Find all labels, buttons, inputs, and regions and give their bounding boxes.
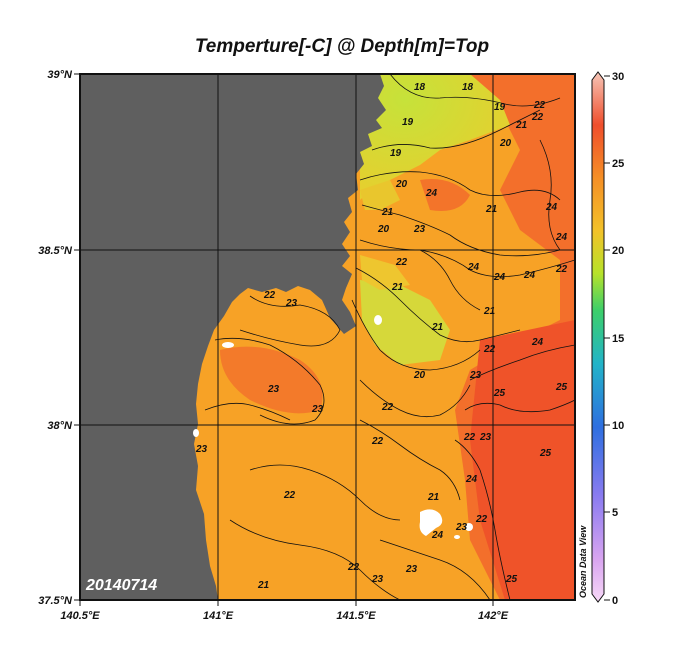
lat-tick-label: 37.5°N xyxy=(38,595,73,607)
isotherm-label: 20 xyxy=(499,138,512,149)
isotherm-label: 22 xyxy=(283,490,296,501)
warm-eddy xyxy=(220,346,323,414)
colorbar-ticks xyxy=(604,75,610,601)
tick-marks xyxy=(74,73,494,606)
lon-tick-label: 141°E xyxy=(203,610,234,622)
isotherm-label: 25 xyxy=(505,574,518,585)
cold-region-north-2 xyxy=(360,180,400,210)
isotherm-label: 24 xyxy=(465,474,478,485)
isotherm-label: 22 xyxy=(533,100,546,111)
isotherm-label: 22 xyxy=(347,562,360,573)
isotherm-label: 22 xyxy=(475,514,488,525)
isotherm-label: 23 xyxy=(469,370,482,381)
land xyxy=(80,74,386,600)
isotherm-label: 21 xyxy=(257,580,270,591)
isotherm-label: 24 xyxy=(523,270,536,281)
isotherm-label: 23 xyxy=(455,522,468,533)
colorbar: 30 25 20 15 10 5 0 xyxy=(591,71,624,607)
isotherm-label: 23 xyxy=(285,298,298,309)
isotherm-label: 25 xyxy=(555,382,568,393)
lon-tick-label: 141.5°E xyxy=(336,610,376,622)
date-label: 20140714 xyxy=(85,577,157,594)
ocean-data-view-watermark: Ocean Data View xyxy=(578,525,588,598)
isotherm-label: 20 xyxy=(395,179,408,190)
island xyxy=(374,315,382,325)
map-plot: 18 18 19 19 19 20 20 20 21 21 21 21 21 2… xyxy=(80,74,575,600)
isotherm-label: 19 xyxy=(494,102,506,113)
isotherm-label: 22 xyxy=(263,290,276,301)
isotherm-label: 25 xyxy=(493,388,506,399)
isotherm-label: 24 xyxy=(555,232,568,243)
isotherm-label: 24 xyxy=(467,262,480,273)
colorbar-tick-label: 20 xyxy=(612,245,624,257)
isotherm-label: 24 xyxy=(431,530,444,541)
isotherm-label: 23 xyxy=(371,574,384,585)
missing-data-patch xyxy=(465,523,473,531)
isotherm-label: 21 xyxy=(485,204,498,215)
colorbar-tick-label: 25 xyxy=(612,158,624,170)
hot-region xyxy=(470,320,575,600)
isotherm-label: 21 xyxy=(381,207,394,218)
cold-region-mid xyxy=(360,280,450,365)
isotherm-label: 19 xyxy=(402,117,414,128)
lon-tick-label: 140.5°E xyxy=(60,610,100,622)
isotherm-label: 23 xyxy=(413,224,426,235)
isotherm-labels: 18 18 19 19 19 20 20 20 21 21 21 21 21 2… xyxy=(195,82,568,591)
isotherm-label: 22 xyxy=(381,402,394,413)
isotherm-label: 21 xyxy=(515,120,528,131)
isotherm-label: 21 xyxy=(427,492,440,503)
isotherm-lines xyxy=(204,74,575,600)
isotherm-label: 22 xyxy=(463,432,476,443)
isotherm-label: 23 xyxy=(479,432,492,443)
lat-tick-label: 38.5°N xyxy=(38,245,73,257)
cold-region-north xyxy=(360,74,510,200)
map-title: Temperture[-C] @ Depth[m]=Top xyxy=(194,36,490,57)
isotherm-label: 22 xyxy=(531,112,544,123)
colorbar-tick-label: 15 xyxy=(612,333,624,345)
isotherm-label: 23 xyxy=(267,384,280,395)
isotherm-label: 19 xyxy=(390,148,402,159)
island xyxy=(222,342,234,348)
warm-eddy-north xyxy=(420,179,470,211)
isotherm-label: 22 xyxy=(483,344,496,355)
isotherm-label: 21 xyxy=(391,282,404,293)
cool-region xyxy=(360,255,410,290)
isotherm-label: 22 xyxy=(555,264,568,275)
isotherm-label: 20 xyxy=(413,370,426,381)
isotherm-label: 23 xyxy=(311,404,324,415)
isotherm-label: 23 xyxy=(195,444,208,455)
isotherm-label: 23 xyxy=(405,564,418,575)
isotherm-label: 21 xyxy=(483,306,496,317)
lon-tick-label: 142°E xyxy=(478,610,509,622)
isotherm-label: 18 xyxy=(462,82,474,93)
isotherm-label: 24 xyxy=(545,202,558,213)
missing-data-patch xyxy=(454,535,460,539)
lat-tick-label: 39°N xyxy=(47,69,73,81)
colorbar-tick-label: 5 xyxy=(612,507,618,519)
grid-lines xyxy=(80,74,575,600)
isotherm-label: 24 xyxy=(425,188,438,199)
colorbar-tick-label: 0 xyxy=(612,595,618,607)
colorbar-scale xyxy=(591,71,605,603)
lat-tick-label: 38°N xyxy=(47,420,73,432)
colorbar-tick-label: 30 xyxy=(612,71,624,83)
colorbar-tick-label: 10 xyxy=(612,420,624,432)
isotherm-label: 18 xyxy=(414,82,426,93)
isotherm-label: 21 xyxy=(431,322,444,333)
isotherm-label: 25 xyxy=(539,448,552,459)
isotherm-label: 22 xyxy=(395,257,408,268)
map-frame xyxy=(79,73,576,601)
isotherm-label: 20 xyxy=(377,224,390,235)
isotherm-label: 22 xyxy=(371,436,384,447)
isotherm-label: 24 xyxy=(493,272,506,283)
missing-data-patch xyxy=(419,509,443,536)
island xyxy=(193,429,199,437)
isotherm-label: 24 xyxy=(531,337,544,348)
